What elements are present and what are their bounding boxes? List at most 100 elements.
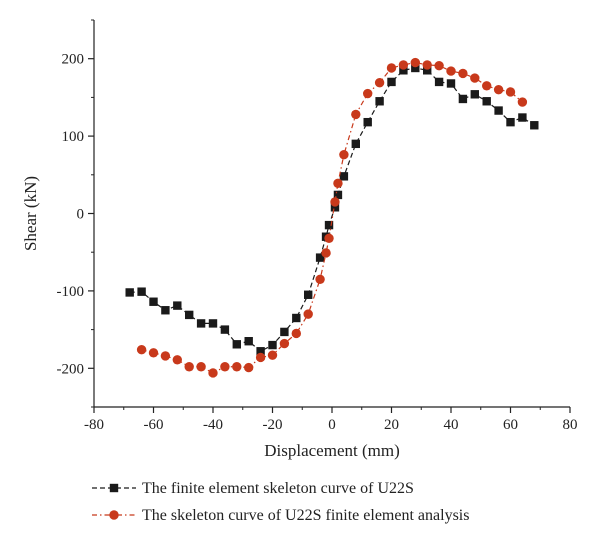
data-point [398, 60, 409, 70]
data-point [315, 274, 325, 284]
data-point [292, 313, 301, 323]
data-point [279, 338, 290, 349]
data-point [518, 113, 527, 122]
data-point [244, 362, 254, 373]
data-point [434, 60, 444, 71]
y-tick-label: 0 [77, 207, 85, 223]
data-point [333, 190, 343, 200]
data-point [304, 290, 313, 299]
data-point [184, 362, 194, 372]
data-point [339, 149, 349, 160]
data-point [351, 109, 361, 120]
y-tick-label: 100 [62, 129, 85, 145]
data-point [375, 97, 384, 106]
legend-label-finite-element-skeleton: The finite element skeleton curve of U22… [142, 480, 414, 497]
data-point [422, 60, 432, 70]
data-point [363, 88, 373, 99]
data-point [148, 348, 159, 358]
data-point [208, 368, 218, 378]
data-point [161, 306, 170, 315]
data-point [220, 362, 230, 372]
data-point [208, 319, 218, 328]
data-point [410, 57, 420, 68]
legend-item-finite-element-analysis: The skeleton curve of U22S finite elemen… [92, 507, 469, 524]
data-point [470, 90, 479, 99]
x-tick-label: 40 [444, 417, 459, 433]
data-point [149, 297, 158, 306]
data-point [423, 66, 432, 75]
y-tick-label: -100 [57, 284, 85, 300]
y-axis-title: Shear (kN) [21, 176, 40, 251]
series-1 [136, 57, 528, 378]
data-point [330, 197, 340, 207]
x-axis-ticks: -80 -60 -40 -20 0 20 40 60 80 [84, 407, 578, 433]
x-tick-label: -80 [84, 417, 104, 433]
data-point [280, 327, 289, 337]
legend-item-finite-element-skeleton: The finite element skeleton curve of U22… [92, 480, 414, 497]
data-point [399, 66, 408, 75]
data-point [482, 97, 491, 106]
y-tick-label: 200 [62, 52, 85, 68]
data-point [446, 79, 456, 88]
data-point [315, 253, 325, 262]
x-tick-label: -20 [263, 417, 283, 433]
data-point [232, 362, 242, 372]
data-point [482, 81, 492, 91]
data-point [517, 97, 528, 107]
data-point [196, 362, 206, 372]
x-tick-label: -40 [203, 417, 223, 433]
series-layer [125, 57, 539, 378]
data-point [220, 325, 230, 334]
data-point [363, 117, 372, 127]
x-tick-label: 0 [328, 417, 336, 433]
y-tick-label: -200 [57, 361, 85, 377]
data-point [505, 87, 516, 97]
data-point [458, 68, 468, 79]
x-tick-label: 20 [384, 417, 399, 433]
data-point [330, 203, 340, 212]
data-point [137, 287, 146, 296]
data-point [506, 117, 515, 127]
y-axis-ticks: -200 -100 0 100 200 [57, 19, 94, 408]
data-point [411, 63, 420, 73]
legend-marker [109, 510, 119, 520]
data-point [160, 351, 171, 361]
data-point [494, 106, 503, 115]
data-point [493, 84, 504, 95]
data-point [530, 121, 539, 130]
data-point [185, 310, 194, 320]
data-point [303, 309, 313, 319]
x-axis-title: Displacement (mm) [264, 441, 400, 460]
data-point [324, 220, 334, 230]
data-point [291, 328, 301, 339]
plot-frame [93, 20, 570, 408]
data-point [470, 73, 480, 83]
x-tick-label: 60 [503, 417, 518, 433]
data-point [387, 77, 396, 87]
data-point [386, 63, 397, 73]
legend-marker [109, 483, 119, 493]
data-point [458, 94, 468, 104]
legend: The finite element skeleton curve of U22… [92, 480, 469, 524]
data-point [339, 172, 349, 181]
data-point [333, 178, 343, 189]
data-point [232, 340, 241, 349]
data-point [324, 233, 334, 243]
legend-label-finite-element-analysis: The skeleton curve of U22S finite elemen… [142, 507, 469, 524]
data-point [125, 288, 134, 297]
data-point [351, 139, 360, 149]
data-point [321, 248, 331, 258]
series-0 [125, 63, 539, 356]
data-point [196, 319, 206, 328]
data-point [244, 337, 253, 346]
data-point [446, 66, 456, 76]
data-point [267, 350, 278, 360]
data-point [136, 345, 147, 355]
data-point [374, 77, 385, 88]
data-point [173, 301, 182, 310]
data-point [434, 77, 444, 87]
data-point [256, 347, 265, 356]
x-tick-label: 80 [563, 417, 578, 433]
x-tick-label: -60 [144, 417, 164, 433]
